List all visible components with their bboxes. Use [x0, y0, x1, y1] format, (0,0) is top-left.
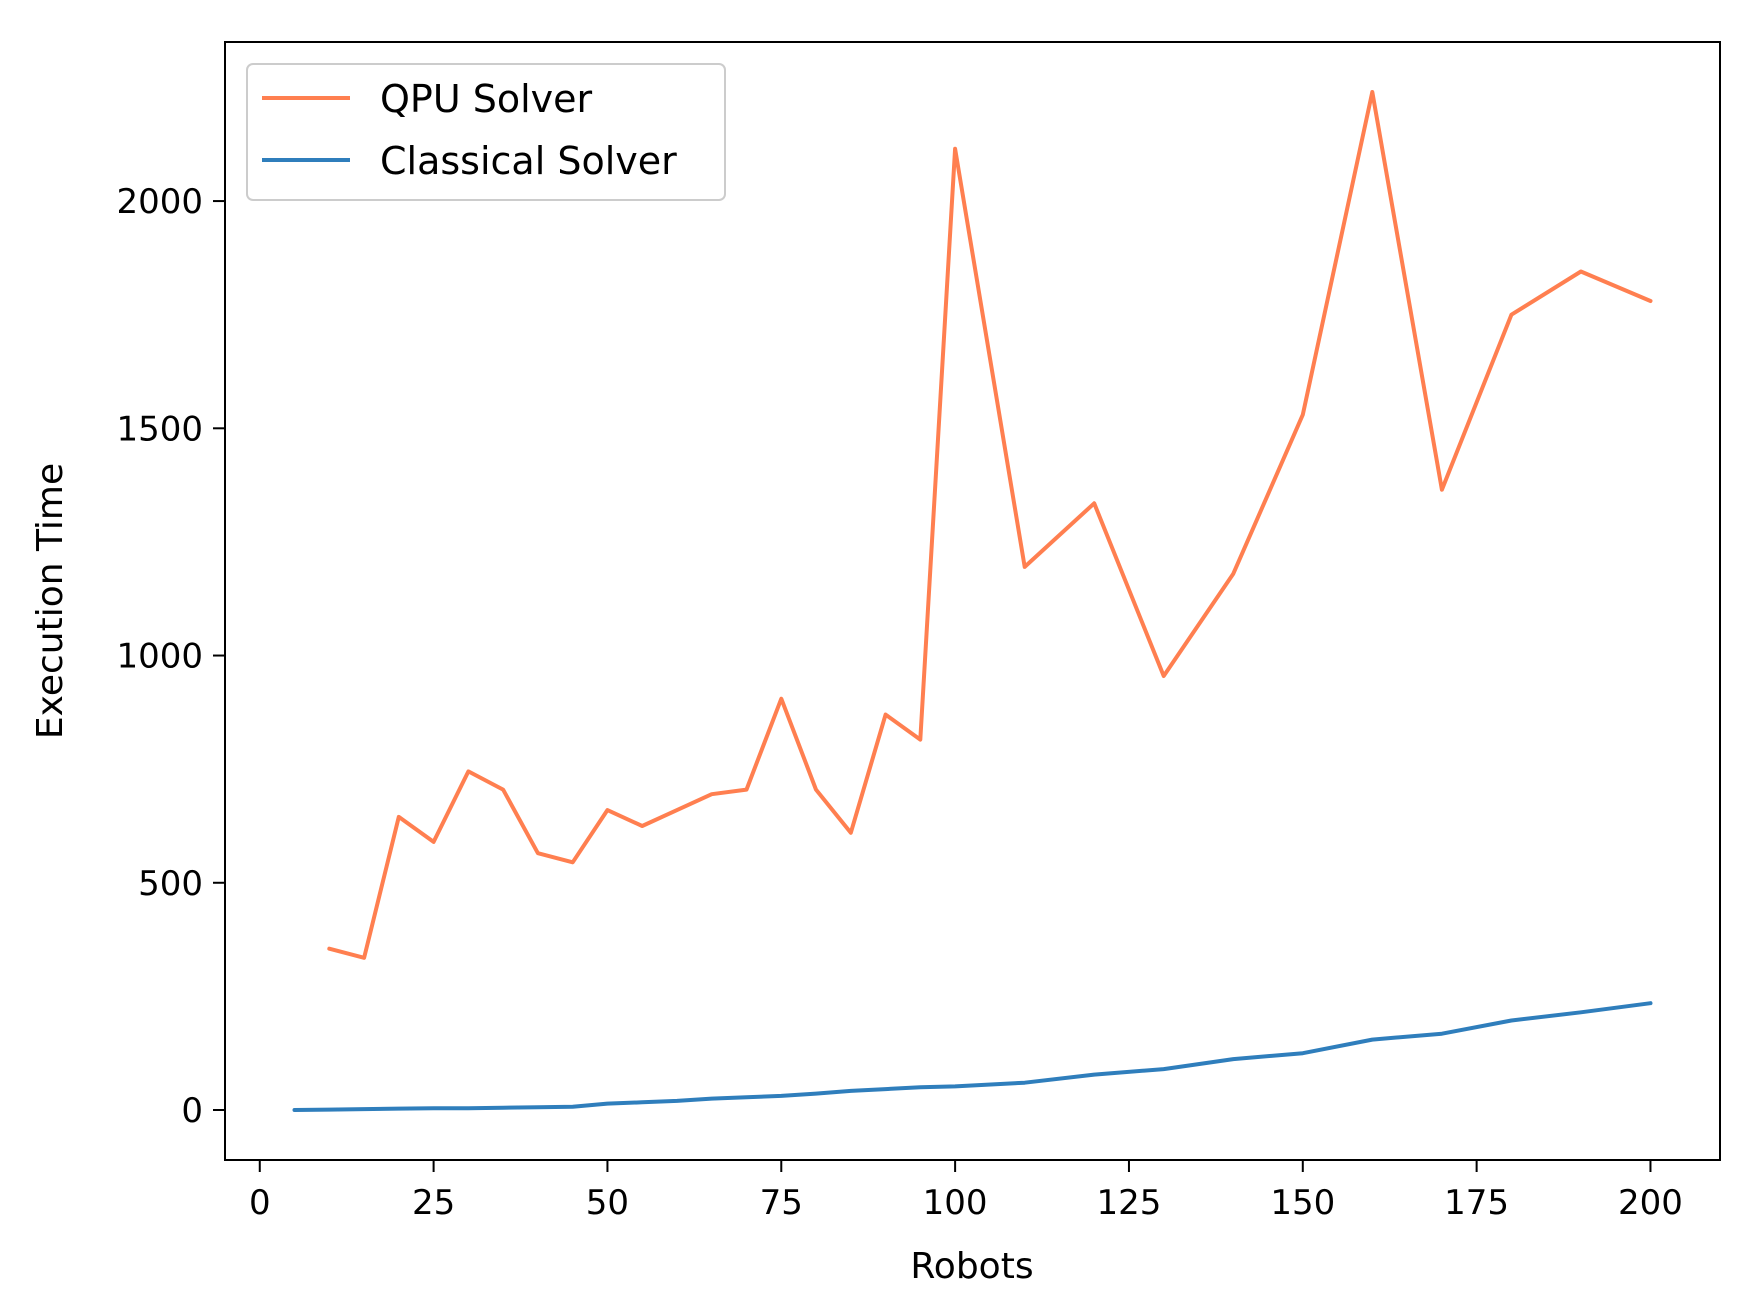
series-line-classical-solver — [292, 1001, 1653, 1112]
x-tick-label: 75 — [760, 1183, 803, 1223]
y-tick-label: 0 — [181, 1091, 203, 1131]
series-layer — [292, 90, 1653, 1112]
legend-label-qpu-solver: QPU Solver — [380, 77, 593, 121]
x-axis-label: Robots — [910, 1246, 1033, 1287]
y-tick-label: 1500 — [116, 409, 203, 449]
x-tick-label: 100 — [923, 1183, 988, 1223]
x-tick-label: 200 — [1618, 1183, 1683, 1223]
y-tick-label: 1000 — [116, 637, 203, 677]
plot-frame — [224, 41, 1721, 1161]
y-axis-label: Execution Time — [30, 463, 71, 739]
x-axis: 0 25 50 75 100 125 150 175 200 — [249, 1160, 1683, 1223]
y-axis: 0 500 1000 1500 2000 — [116, 182, 225, 1131]
x-tick-label: 25 — [412, 1183, 455, 1223]
plot-background — [225, 42, 1720, 1160]
y-tick-label: 500 — [138, 864, 203, 904]
x-tick-label: 175 — [1444, 1183, 1509, 1223]
series-line-qpu-solver — [327, 90, 1653, 960]
x-tick-label: 0 — [249, 1183, 271, 1223]
x-tick-label: 150 — [1270, 1183, 1335, 1223]
x-tick-label: 125 — [1097, 1183, 1162, 1223]
legend-box — [246, 63, 726, 201]
x-tick-label: 50 — [586, 1183, 629, 1223]
legend-label-classical-solver: Classical Solver — [380, 139, 677, 183]
legend: QPU Solver Classical Solver — [246, 63, 726, 201]
y-tick-label: 2000 — [116, 182, 203, 222]
